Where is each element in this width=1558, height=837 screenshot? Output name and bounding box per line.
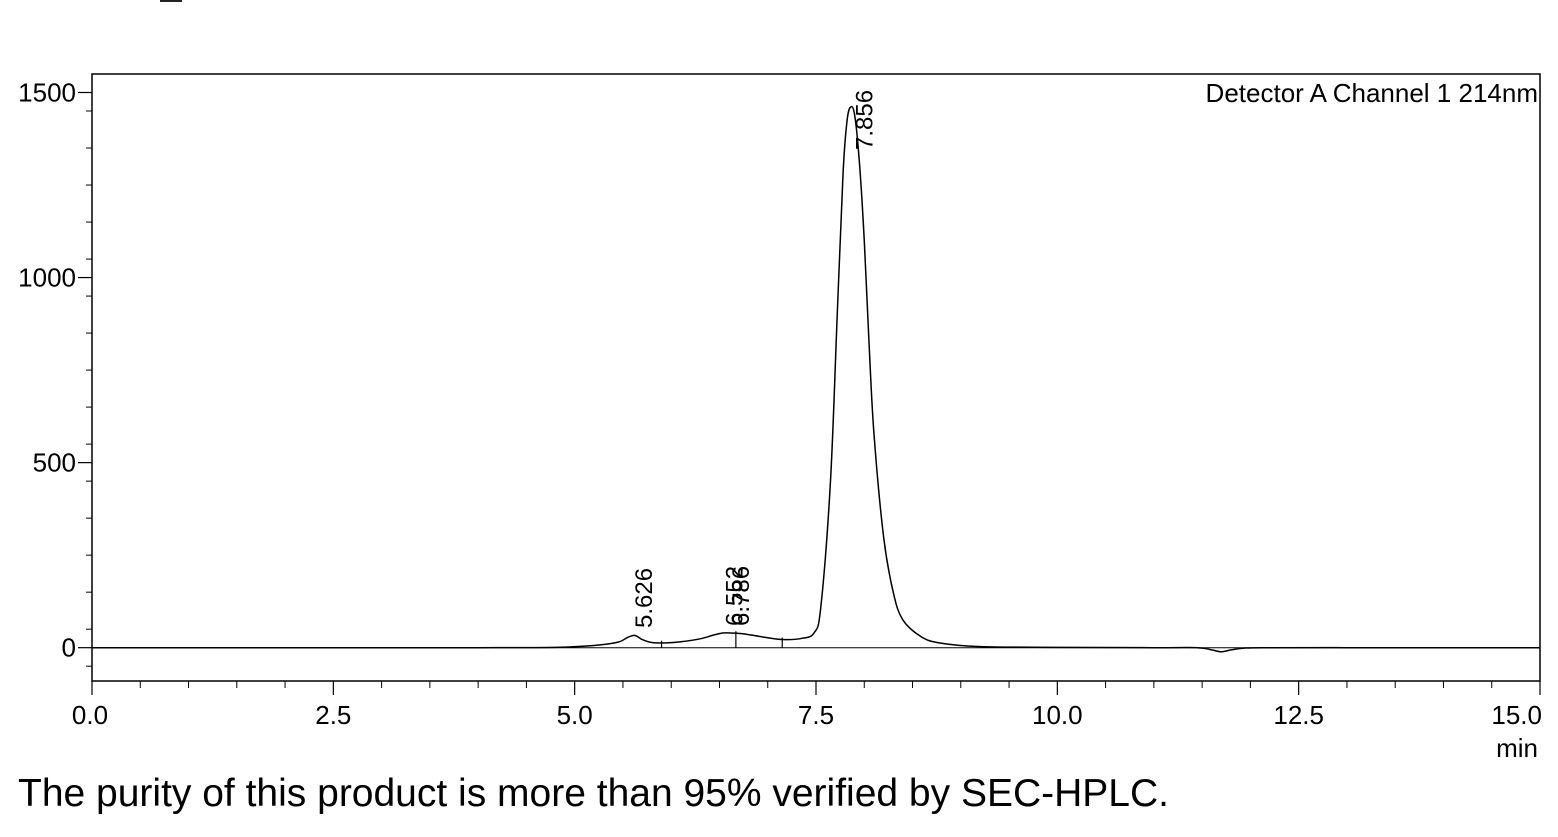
peak-label: 7.856 [851, 90, 878, 150]
chromatogram-chart: 0 500 1000 1500 0.0 2.5 5.0 7.5 10.0 12.5 15.0 5.… [18, 73, 1542, 763]
x-axis-unit-label: min [1496, 733, 1538, 763]
x-tick-label: 10.0 [1032, 700, 1083, 730]
x-tick-label: 12.5 [1273, 700, 1324, 730]
y-tick-label: 1500 [18, 78, 76, 108]
purity-caption: The purity of this product is more than … [18, 772, 1169, 815]
x-tick-label: 2.5 [315, 700, 351, 730]
peak-label: 5.626 [631, 568, 658, 628]
x-tick-label: 7.5 [798, 700, 834, 730]
detector-label: Detector A Channel 1 214nm [1206, 78, 1538, 108]
y-tick-label: 1000 [18, 263, 76, 293]
peak-label: 6.552 [721, 566, 748, 626]
peak-label: 6.786 [728, 566, 755, 626]
x-tick-label: 0.0 [72, 700, 108, 730]
plot-frame [91, 73, 1541, 682]
x-axis: 0.0 2.5 5.0 7.5 10.0 12.5 15.0 [72, 681, 1542, 730]
x-tick-label: 15.0 [1491, 700, 1542, 730]
y-axis: 0 500 1000 1500 [18, 78, 92, 667]
x-tick-label: 5.0 [557, 700, 593, 730]
cropped-title-fragment [160, 0, 182, 2]
y-tick-label: 0 [62, 633, 76, 663]
y-tick-label: 500 [33, 448, 76, 478]
chromatogram-trace [91, 105, 1540, 653]
integration-marks [660, 631, 783, 648]
